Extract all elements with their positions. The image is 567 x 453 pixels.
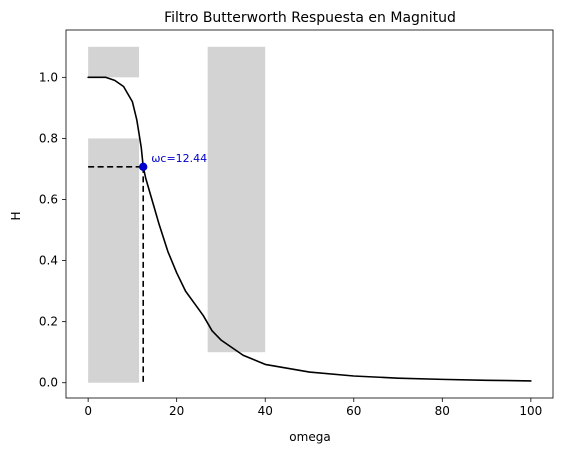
shaded-region-2 — [88, 138, 140, 383]
shaded-region-3 — [207, 46, 266, 353]
data-lines — [87, 76, 532, 382]
x-axis-ticks: 0 20 40 60 80 100 — [84, 398, 542, 418]
cutoff-marks: ωc=12.44 — [88, 152, 207, 383]
y-tick-label: 0.0 — [39, 376, 58, 390]
y-tick-label: 0.4 — [39, 254, 58, 268]
x-tick-label: 40 — [258, 404, 273, 418]
x-tick-label: 60 — [346, 404, 361, 418]
y-tick-label: 1.0 — [39, 70, 58, 84]
x-axis-label: omega — [289, 430, 330, 444]
x-tick-label: 100 — [519, 404, 542, 418]
cutoff-annotation: ωc=12.44 — [151, 152, 207, 165]
x-tick-label: 0 — [84, 404, 92, 418]
plot-frame — [65, 29, 554, 399]
cutoff-point — [139, 162, 148, 172]
y-tick-label: 0.8 — [39, 131, 58, 145]
chart-title: Filtro Butterworth Respuesta en Magnitud — [164, 10, 456, 26]
series-line-1 — [87, 76, 532, 382]
shaded-region-1 — [88, 46, 140, 78]
y-tick-label: 0.2 — [39, 315, 58, 329]
y-axis-label: H — [9, 211, 23, 220]
y-tick-label: 0.6 — [39, 192, 58, 206]
x-tick-label: 20 — [169, 404, 184, 418]
x-tick-label: 80 — [435, 404, 450, 418]
y-axis-ticks: 0.0 0.2 0.4 0.6 0.8 1.0 — [39, 70, 66, 390]
shaded-regions — [88, 46, 266, 383]
